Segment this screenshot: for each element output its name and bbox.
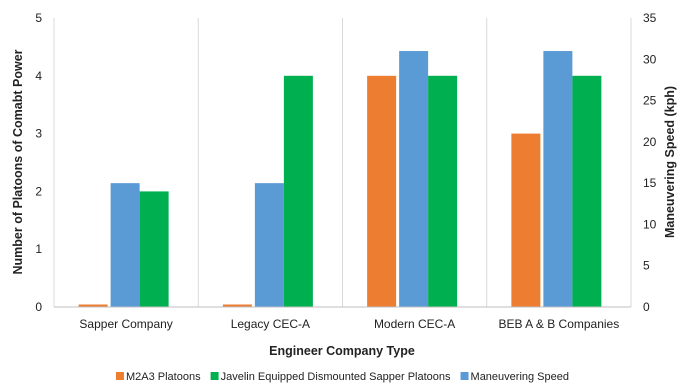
left-tick-labels: 0 1 2 3 4 5 bbox=[35, 11, 42, 314]
axes bbox=[53, 18, 632, 308]
bar-m2a3-platoons bbox=[367, 75, 397, 307]
left-tick-label: 4 bbox=[35, 69, 42, 83]
bar-maneuvering-speed bbox=[254, 183, 284, 307]
y2-axis-title: Maneuvering Speed (kph) bbox=[663, 86, 677, 238]
left-tick-label: 2 bbox=[35, 184, 42, 198]
bars bbox=[78, 51, 602, 308]
x-tick-labels: Sapper Company Legacy CEC-A Modern CEC-A BE… bbox=[79, 317, 619, 331]
bar-maneuvering-speed bbox=[110, 183, 140, 307]
right-tick-label: 10 bbox=[643, 217, 657, 231]
left-tick-label: 0 bbox=[35, 300, 42, 314]
right-tick-label: 20 bbox=[643, 135, 657, 149]
bar-javelin-equipped-dismounted-sapper-platoons bbox=[283, 75, 313, 307]
bar-javelin-equipped-dismounted-sapper-platoons bbox=[572, 75, 602, 307]
right-tick-label: 30 bbox=[643, 52, 657, 66]
right-tick-label: 0 bbox=[643, 300, 650, 314]
left-tick-label: 1 bbox=[35, 242, 42, 256]
x-tick-label: BEB A & B Companies bbox=[499, 317, 620, 331]
left-tick-label: 3 bbox=[35, 127, 42, 141]
legend-swatch bbox=[115, 372, 124, 380]
bar-maneuvering-speed bbox=[543, 51, 573, 308]
right-tick-label: 15 bbox=[643, 176, 657, 190]
legend-label: Maneuvering Speed bbox=[471, 371, 569, 383]
right-tick-label: 5 bbox=[643, 259, 650, 273]
bar-maneuvering-speed bbox=[399, 51, 429, 308]
x-axis-title: Engineer Company Type bbox=[269, 344, 415, 358]
legend-label: Javelin Equipped Dismounted Sapper Plato… bbox=[221, 371, 451, 383]
legend-swatch bbox=[460, 372, 469, 380]
legend: M2A3 Platoons Javelin Equipped Dismounted… bbox=[115, 371, 569, 383]
bar-m2a3-platoons bbox=[511, 133, 541, 307]
left-tick-label: 5 bbox=[35, 11, 42, 25]
bar-javelin-equipped-dismounted-sapper-platoons bbox=[139, 191, 169, 307]
grid bbox=[197, 18, 488, 307]
bar-javelin-equipped-dismounted-sapper-platoons bbox=[428, 75, 458, 307]
y-axis-title: Number of Platoons of Comabt Power bbox=[11, 49, 25, 274]
right-tick-label: 25 bbox=[643, 94, 657, 108]
x-tick-label: Legacy CEC-A bbox=[231, 317, 310, 331]
legend-label: M2A3 Platoons bbox=[126, 371, 201, 383]
right-tick-label: 35 bbox=[643, 11, 657, 25]
legend-swatch bbox=[210, 372, 219, 380]
x-tick-label: Modern CEC-A bbox=[374, 317, 455, 331]
right-tick-labels: 0 5 10 15 20 25 30 35 bbox=[643, 11, 657, 314]
bar-m2a3-platoons bbox=[78, 304, 108, 307]
x-tick-label: Sapper Company bbox=[79, 317, 172, 331]
bar-m2a3-platoons bbox=[222, 304, 252, 307]
